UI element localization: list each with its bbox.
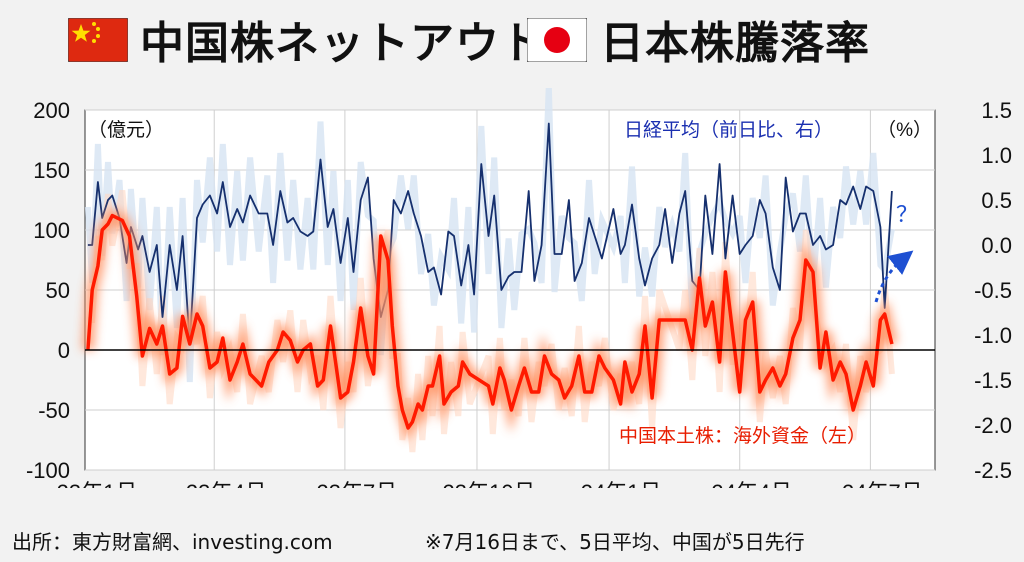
china-series-label: 中国本土株：海外資金（左） [619, 425, 866, 447]
x-tick-label: 23年10月 [442, 480, 535, 488]
left-axis-unit: （億元） [88, 119, 164, 141]
x-tick-label: 24年7月 [842, 480, 923, 488]
left-tick-label: 50 [46, 278, 70, 303]
china-flag-icon [68, 18, 128, 62]
forecast-arrow [874, 250, 914, 303]
title-right: 日本株騰落率 [600, 18, 870, 69]
x-tick-label: 23年7月 [317, 480, 398, 488]
right-tick-label: -2.5 [974, 458, 1012, 483]
right-tick-label: -2.0 [974, 413, 1012, 438]
right-tick-label: 0.5 [981, 188, 1012, 213]
japan-flag-icon [527, 18, 587, 62]
footnote: ※7月16日まで、5日平均、中国が5日先行 [425, 530, 805, 554]
china-series-line [86, 213, 894, 430]
x-tick-label: 23年4月 [186, 480, 267, 488]
left-tick-label: 0 [58, 338, 70, 363]
right-tick-label: 0.0 [981, 233, 1012, 258]
source-note: 出所：東方財富網、investing.com [12, 530, 333, 554]
title-left: 中国株ネットアウト/ [140, 18, 563, 69]
right-axis-unit: （%） [877, 119, 932, 141]
japan-series-line [87, 122, 893, 345]
left-tick-label: -50 [38, 398, 70, 423]
x-tick-label: 24年4月 [711, 480, 792, 488]
left-tick-label: -100 [26, 458, 70, 483]
right-tick-label: -1.0 [974, 323, 1012, 348]
x-tick-label: 23年1月 [57, 480, 138, 488]
axes: 200 150 100 50 0 -50 -100 1.5 1.0 0.5 0.0 -0.5 -1.0 -… [26, 98, 1012, 488]
title-bar: 中国株ネットアウト/ 日本株騰落率 [0, 10, 1024, 80]
left-tick-label: 200 [33, 98, 70, 123]
chart-svg: 200 150 100 50 0 -50 -100 1.5 1.0 0.5 0.0 -0.5 -1.0 -… [26, 88, 1012, 488]
series-lines [81, 122, 898, 442]
left-tick-label: 100 [33, 218, 70, 243]
question-annotation: ？ [896, 202, 918, 227]
right-tick-label: 1.0 [981, 143, 1012, 168]
japan-series-label: 日経平均（前日比、右） [624, 119, 833, 141]
right-tick-label: 1.5 [981, 98, 1012, 123]
x-tick-label: 24年1月 [581, 480, 662, 488]
left-tick-label: 150 [33, 158, 70, 183]
right-tick-label: -0.5 [974, 278, 1012, 303]
right-tick-label: -1.5 [974, 368, 1012, 393]
